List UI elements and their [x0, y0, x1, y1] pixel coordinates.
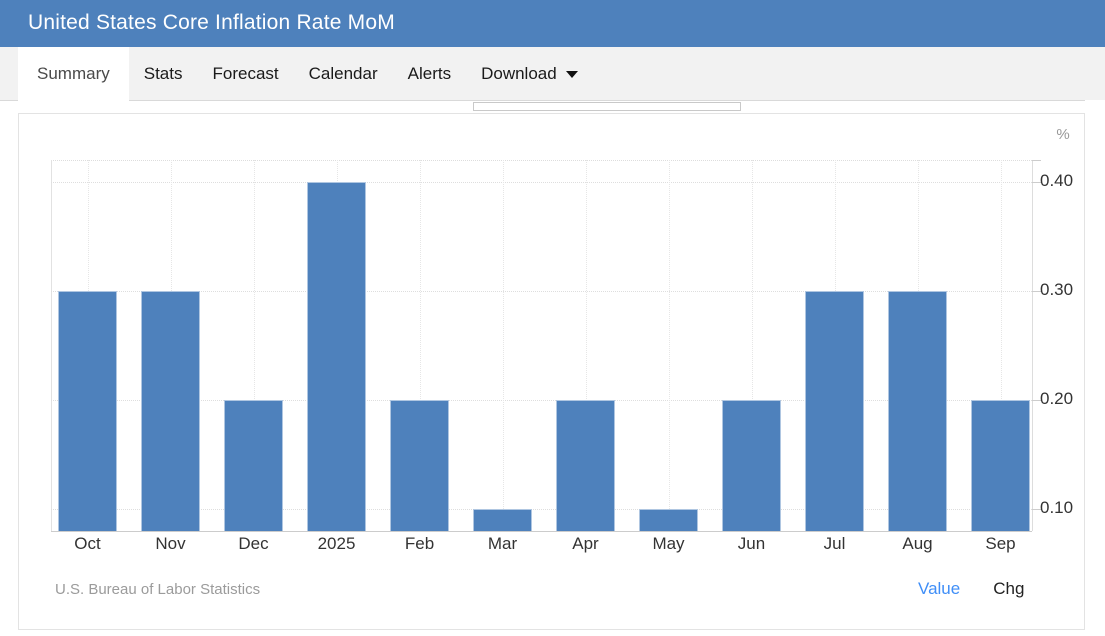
- bar-oct[interactable]: [58, 290, 117, 531]
- source-attribution: U.S. Bureau of Labor Statistics: [55, 581, 261, 598]
- y-gridline: [51, 509, 1032, 511]
- bar-dec[interactable]: [224, 400, 283, 531]
- x-axis-tick-label: Oct: [74, 534, 101, 553]
- y-axis-unit-label: %: [1056, 126, 1070, 143]
- x-axis-line: [51, 531, 1032, 532]
- x-gridline: [751, 160, 753, 531]
- plot-top-gridline: [51, 160, 1032, 161]
- tab-label: Summary: [37, 64, 110, 83]
- bar-nov[interactable]: [141, 290, 200, 531]
- x-axis-tick-label: Jun: [737, 534, 766, 553]
- bar-feb[interactable]: [390, 400, 449, 531]
- bar-may[interactable]: [639, 509, 698, 531]
- tab-label: Alerts: [407, 64, 452, 83]
- x-axis-tick-label: Aug: [902, 534, 933, 553]
- bar-sep[interactable]: [971, 400, 1030, 531]
- tab-calendar[interactable]: Calendar: [294, 47, 393, 100]
- x-axis-tick-label: 2025: [317, 534, 356, 553]
- x-axis-tick-label: May: [652, 534, 685, 553]
- bar-jun[interactable]: [722, 400, 781, 531]
- series-toggle-chg[interactable]: Chg: [993, 579, 1025, 598]
- x-axis-tick-label: Feb: [404, 534, 435, 553]
- series-toggle-legend: Value Chg: [918, 579, 1024, 599]
- tab-label: Download: [481, 64, 557, 83]
- y-gridline: [51, 290, 1032, 292]
- tab-forecast[interactable]: Forecast: [197, 47, 293, 100]
- bar-aug[interactable]: [888, 290, 947, 531]
- x-axis-tick-label: Dec: [238, 534, 269, 553]
- y-axis-tick-label: 0.20: [1040, 389, 1074, 409]
- y-axis-tick: [1032, 509, 1041, 511]
- x-axis-tick-label: Apr: [572, 534, 599, 553]
- x-gridline: [668, 160, 670, 531]
- y-axis-tick-label: 0.10: [1040, 498, 1074, 518]
- x-axis-tick-label: Nov: [155, 534, 186, 553]
- y-axis-tick: [1032, 160, 1041, 161]
- y-gridline: [51, 181, 1032, 183]
- tab-label: Stats: [143, 64, 183, 83]
- tab-alerts[interactable]: Alerts: [393, 47, 466, 100]
- bar-apr[interactable]: [556, 400, 615, 531]
- x-axis-tick-label: Jul: [823, 534, 846, 553]
- tab-download[interactable]: Download: [466, 47, 593, 100]
- y-axis-tick: [1032, 181, 1041, 183]
- plot-left-border: [51, 160, 52, 531]
- bar-2025[interactable]: [307, 181, 366, 531]
- x-gridline: [1000, 160, 1002, 531]
- x-axis-tick-label: Mar: [487, 534, 518, 553]
- page-title: United States Core Inflation Rate MoM: [28, 11, 395, 34]
- y-axis-line: [1032, 160, 1033, 531]
- tab-label: Forecast: [212, 64, 279, 83]
- x-gridline: [253, 160, 255, 531]
- clipped-input-box[interactable]: [473, 102, 741, 111]
- tab-bar-divider: [0, 100, 1085, 101]
- series-toggle-value[interactable]: Value: [918, 579, 961, 598]
- tab-list: Summary Stats Forecast Calendar Alerts Downlo…: [18, 47, 1105, 113]
- y-axis-tick: [1032, 290, 1041, 292]
- y-axis-tick: [1032, 400, 1041, 402]
- tab-bar: Summary Stats Forecast Calendar Alerts Downlo…: [0, 47, 1105, 113]
- y-axis-tick-label: 0.40: [1040, 170, 1074, 190]
- tab-stats[interactable]: Stats: [129, 47, 198, 100]
- x-axis-tick-label: Sep: [985, 534, 1016, 553]
- caret-down-icon: [565, 71, 578, 79]
- y-axis-tick-label: 0.30: [1040, 279, 1074, 299]
- x-gridline: [502, 160, 504, 531]
- x-gridline: [419, 160, 421, 531]
- bar-jul[interactable]: [805, 290, 864, 531]
- bar-mar[interactable]: [473, 509, 532, 531]
- title-bar: United States Core Inflation Rate MoM: [0, 0, 1105, 47]
- x-gridline: [585, 160, 587, 531]
- tab-summary[interactable]: Summary: [18, 47, 129, 113]
- tab-label: Calendar: [308, 64, 378, 83]
- y-gridline: [51, 400, 1032, 402]
